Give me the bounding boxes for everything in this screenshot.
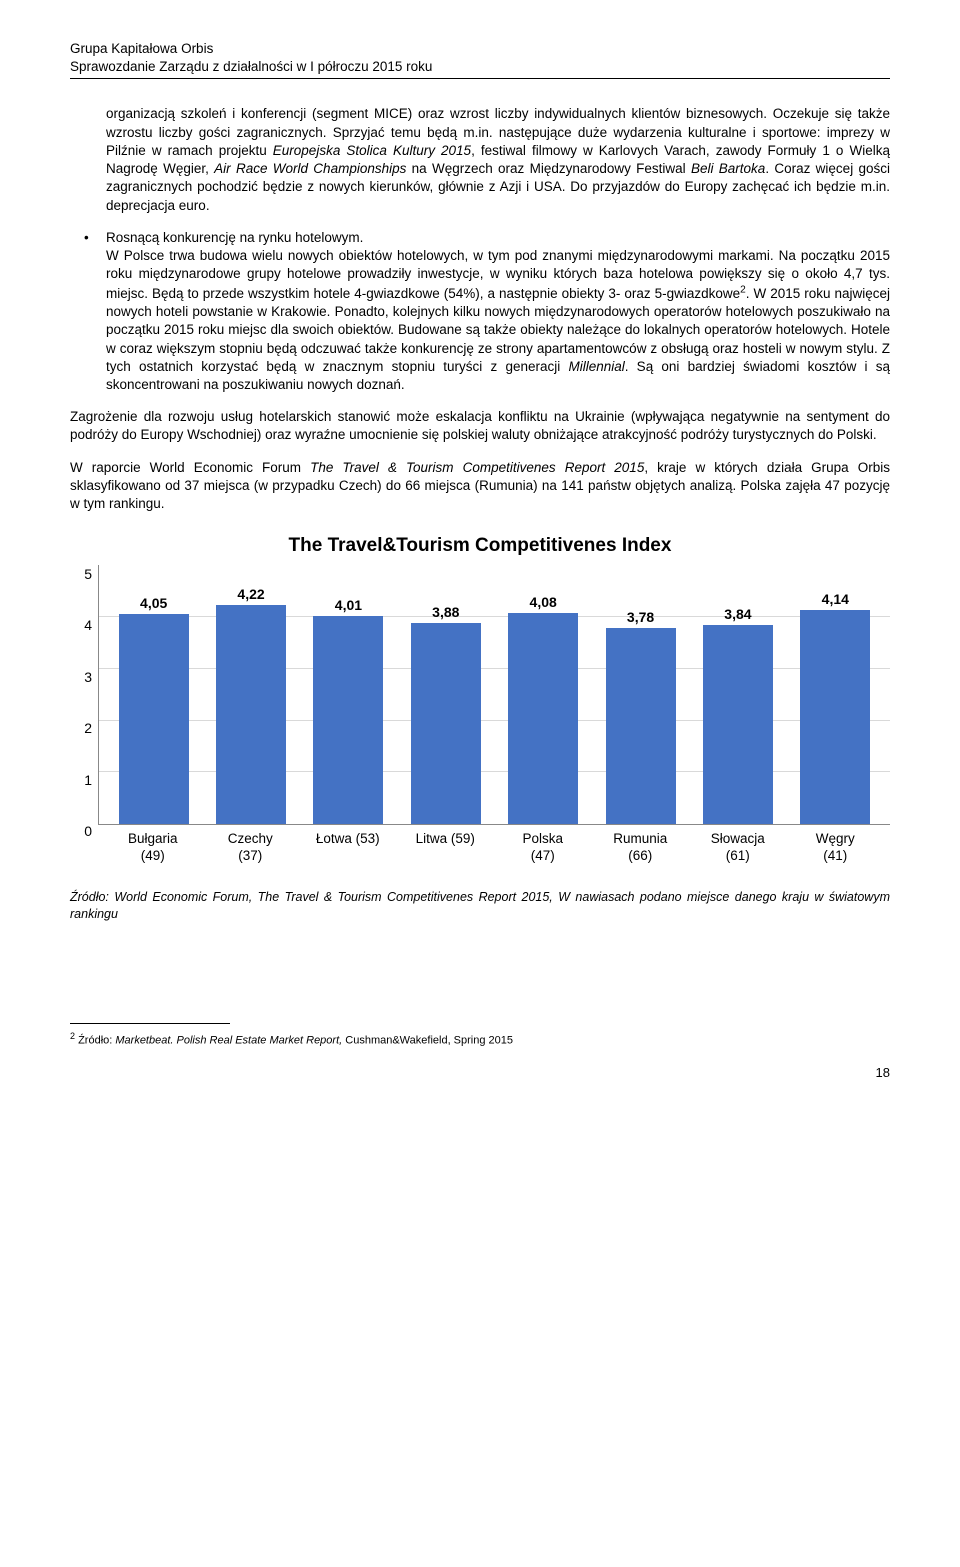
y-tick: 0 (84, 822, 92, 841)
y-tick: 4 (84, 616, 92, 635)
chart-source: Źródło: World Economic Forum, The Travel… (70, 889, 890, 923)
x-tick: Litwa (59) (397, 831, 495, 865)
x-tick: Łotwa (53) (299, 831, 397, 865)
bullet-item-2: • Rosnącą konkurencję na rynku hotelowym… (70, 229, 890, 394)
header-line-1: Grupa Kapitałowa Orbis (70, 40, 890, 58)
paragraph-3: Zagrożenie dla rozwoju usług hotelarskic… (70, 408, 890, 444)
bar-value-label: 3,84 (724, 605, 751, 624)
chart-title: The Travel&Tourism Competitivenes Index (70, 533, 890, 559)
header-line-2: Sprawozdanie Zarządu z działalności w I … (70, 58, 890, 76)
bar: 3,88 (411, 623, 481, 824)
x-tick: Węgry(41) (787, 831, 885, 865)
chart-plot-area: 4,05 4,22 4,01 3,88 4,08 3,78 3,84 4,14 (98, 565, 890, 825)
footnote-rule (70, 1023, 230, 1024)
bar-slot: 3,84 (689, 565, 786, 824)
bullet2-body: W Polsce trwa budowa wielu nowych obiekt… (106, 248, 890, 392)
competitiveness-chart: The Travel&Tourism Competitivenes Index … (70, 533, 890, 865)
chart-x-axis: Bułgaria(49)Czechy(37)Łotwa (53)Litwa (5… (98, 825, 890, 865)
chart-y-axis: 5 4 3 2 1 0 (70, 565, 98, 865)
header-rule (70, 78, 890, 79)
bar: 3,78 (606, 628, 676, 824)
bar-value-label: 4,08 (530, 593, 557, 612)
bar: 4,05 (119, 614, 189, 824)
bar-value-label: 4,22 (237, 585, 264, 604)
bar-value-label: 3,78 (627, 608, 654, 627)
bar-value-label: 4,05 (140, 594, 167, 613)
x-tick: Czechy(37) (202, 831, 300, 865)
bullet2-lead: Rosnącą konkurencję na rynku hotelowym. (106, 230, 363, 245)
x-tick: Rumunia(66) (592, 831, 690, 865)
y-tick: 5 (84, 565, 92, 584)
x-tick: Bułgaria(49) (104, 831, 202, 865)
bar-slot: 3,78 (592, 565, 689, 824)
bullet-item-1: organizacją szkoleń i konferencji (segme… (70, 105, 890, 214)
bar-slot: 4,22 (202, 565, 299, 824)
bullet1-text: organizacją szkoleń i konferencji (segme… (106, 106, 890, 212)
paragraph-4: W raporcie World Economic Forum The Trav… (70, 459, 890, 514)
y-tick: 1 (84, 771, 92, 790)
bar-slot: 4,05 (105, 565, 202, 824)
bar-slot: 4,08 (495, 565, 592, 824)
page-header: Grupa Kapitałowa Orbis Sprawozdanie Zarz… (70, 40, 890, 79)
x-tick: Słowacja(61) (689, 831, 787, 865)
bullet-dot-icon: • (84, 229, 89, 247)
bar: 4,08 (508, 613, 578, 825)
bar: 4,22 (216, 605, 286, 824)
bar: 4,14 (800, 610, 870, 825)
x-tick: Polska(47) (494, 831, 592, 865)
bar-slot: 3,88 (397, 565, 494, 824)
page-number: 18 (70, 1064, 890, 1082)
bar-value-label: 4,14 (822, 590, 849, 609)
bar: 3,84 (703, 625, 773, 824)
y-tick: 2 (84, 719, 92, 738)
bar-value-label: 4,01 (335, 596, 362, 615)
bar-slot: 4,14 (787, 565, 884, 824)
bar-slot: 4,01 (300, 565, 397, 824)
bar-value-label: 3,88 (432, 603, 459, 622)
bar: 4,01 (313, 616, 383, 824)
footnote: 2 Źródło: Marketbeat. Polish Real Estate… (70, 1030, 890, 1049)
y-tick: 3 (84, 668, 92, 687)
